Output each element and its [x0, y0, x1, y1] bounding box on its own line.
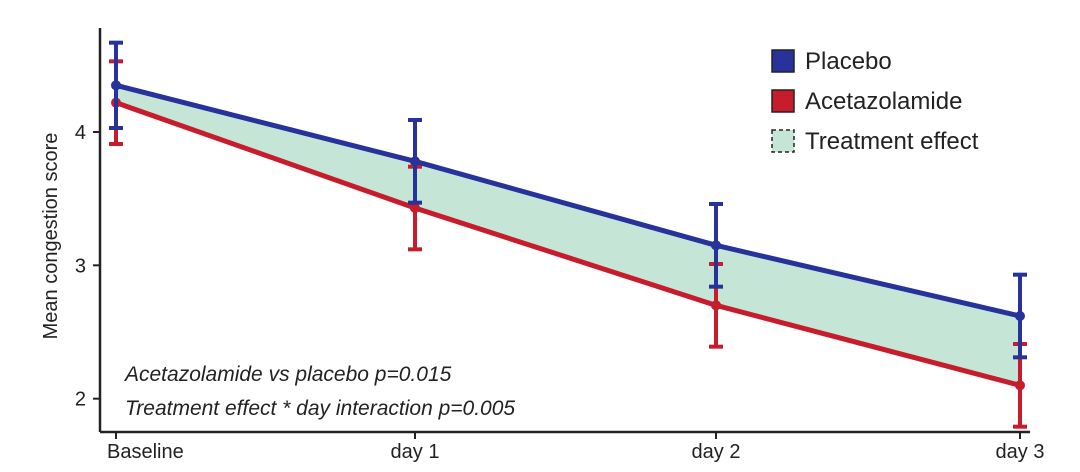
x-tick-label: day 2: [692, 441, 741, 463]
series-line-placebo: [115, 82, 1021, 319]
data-point-placebo: [1015, 311, 1025, 321]
annotation-interaction: Treatment effect * day interaction p=0.0…: [125, 397, 515, 420]
series-placebo: [109, 40, 1027, 360]
y-tick-label: 2: [75, 389, 86, 411]
legend-swatch-placebo: [771, 49, 795, 73]
legend-label-acetazolamide: Acetazolamide: [805, 88, 962, 115]
data-point-acetazolamide: [410, 203, 420, 213]
x-tick-label: day 1: [391, 441, 440, 463]
legend-label-placebo: Placebo: [805, 48, 892, 75]
axes: [98, 28, 1030, 434]
data-point-acetazolamide: [1015, 380, 1025, 391]
series-line-acetazolamide: [115, 100, 1021, 388]
annotation-main-effect: Acetazolamide vs placebo p=0.015: [123, 363, 452, 386]
treatment-effect-band: [116, 85, 1020, 386]
data-point-acetazolamide: [711, 300, 721, 311]
x-ticks: Baseline day 1 day 2 day 3: [107, 432, 1044, 463]
data-point-placebo: [410, 156, 420, 167]
legend-label-treatment-effect: Treatment effect: [805, 128, 979, 155]
treatment-effect-band-layer: [116, 85, 1020, 386]
y-axis-title: Mean congestion score: [40, 133, 62, 340]
legend-swatch-treatment-effect: [771, 129, 795, 153]
y-tick-label: 3: [75, 255, 86, 277]
x-tick-label: Baseline: [107, 441, 184, 463]
y-ticks: 2 3 4: [75, 122, 100, 411]
legend: Placebo Acetazolamide Treatment effect: [771, 48, 979, 155]
y-tick-label: 4: [75, 122, 86, 144]
x-tick-label: day 3: [996, 441, 1045, 463]
data-point-placebo: [711, 240, 721, 251]
legend-swatch-acetazolamide: [771, 89, 795, 113]
series: [109, 40, 1027, 429]
data-point-placebo: [111, 80, 121, 91]
